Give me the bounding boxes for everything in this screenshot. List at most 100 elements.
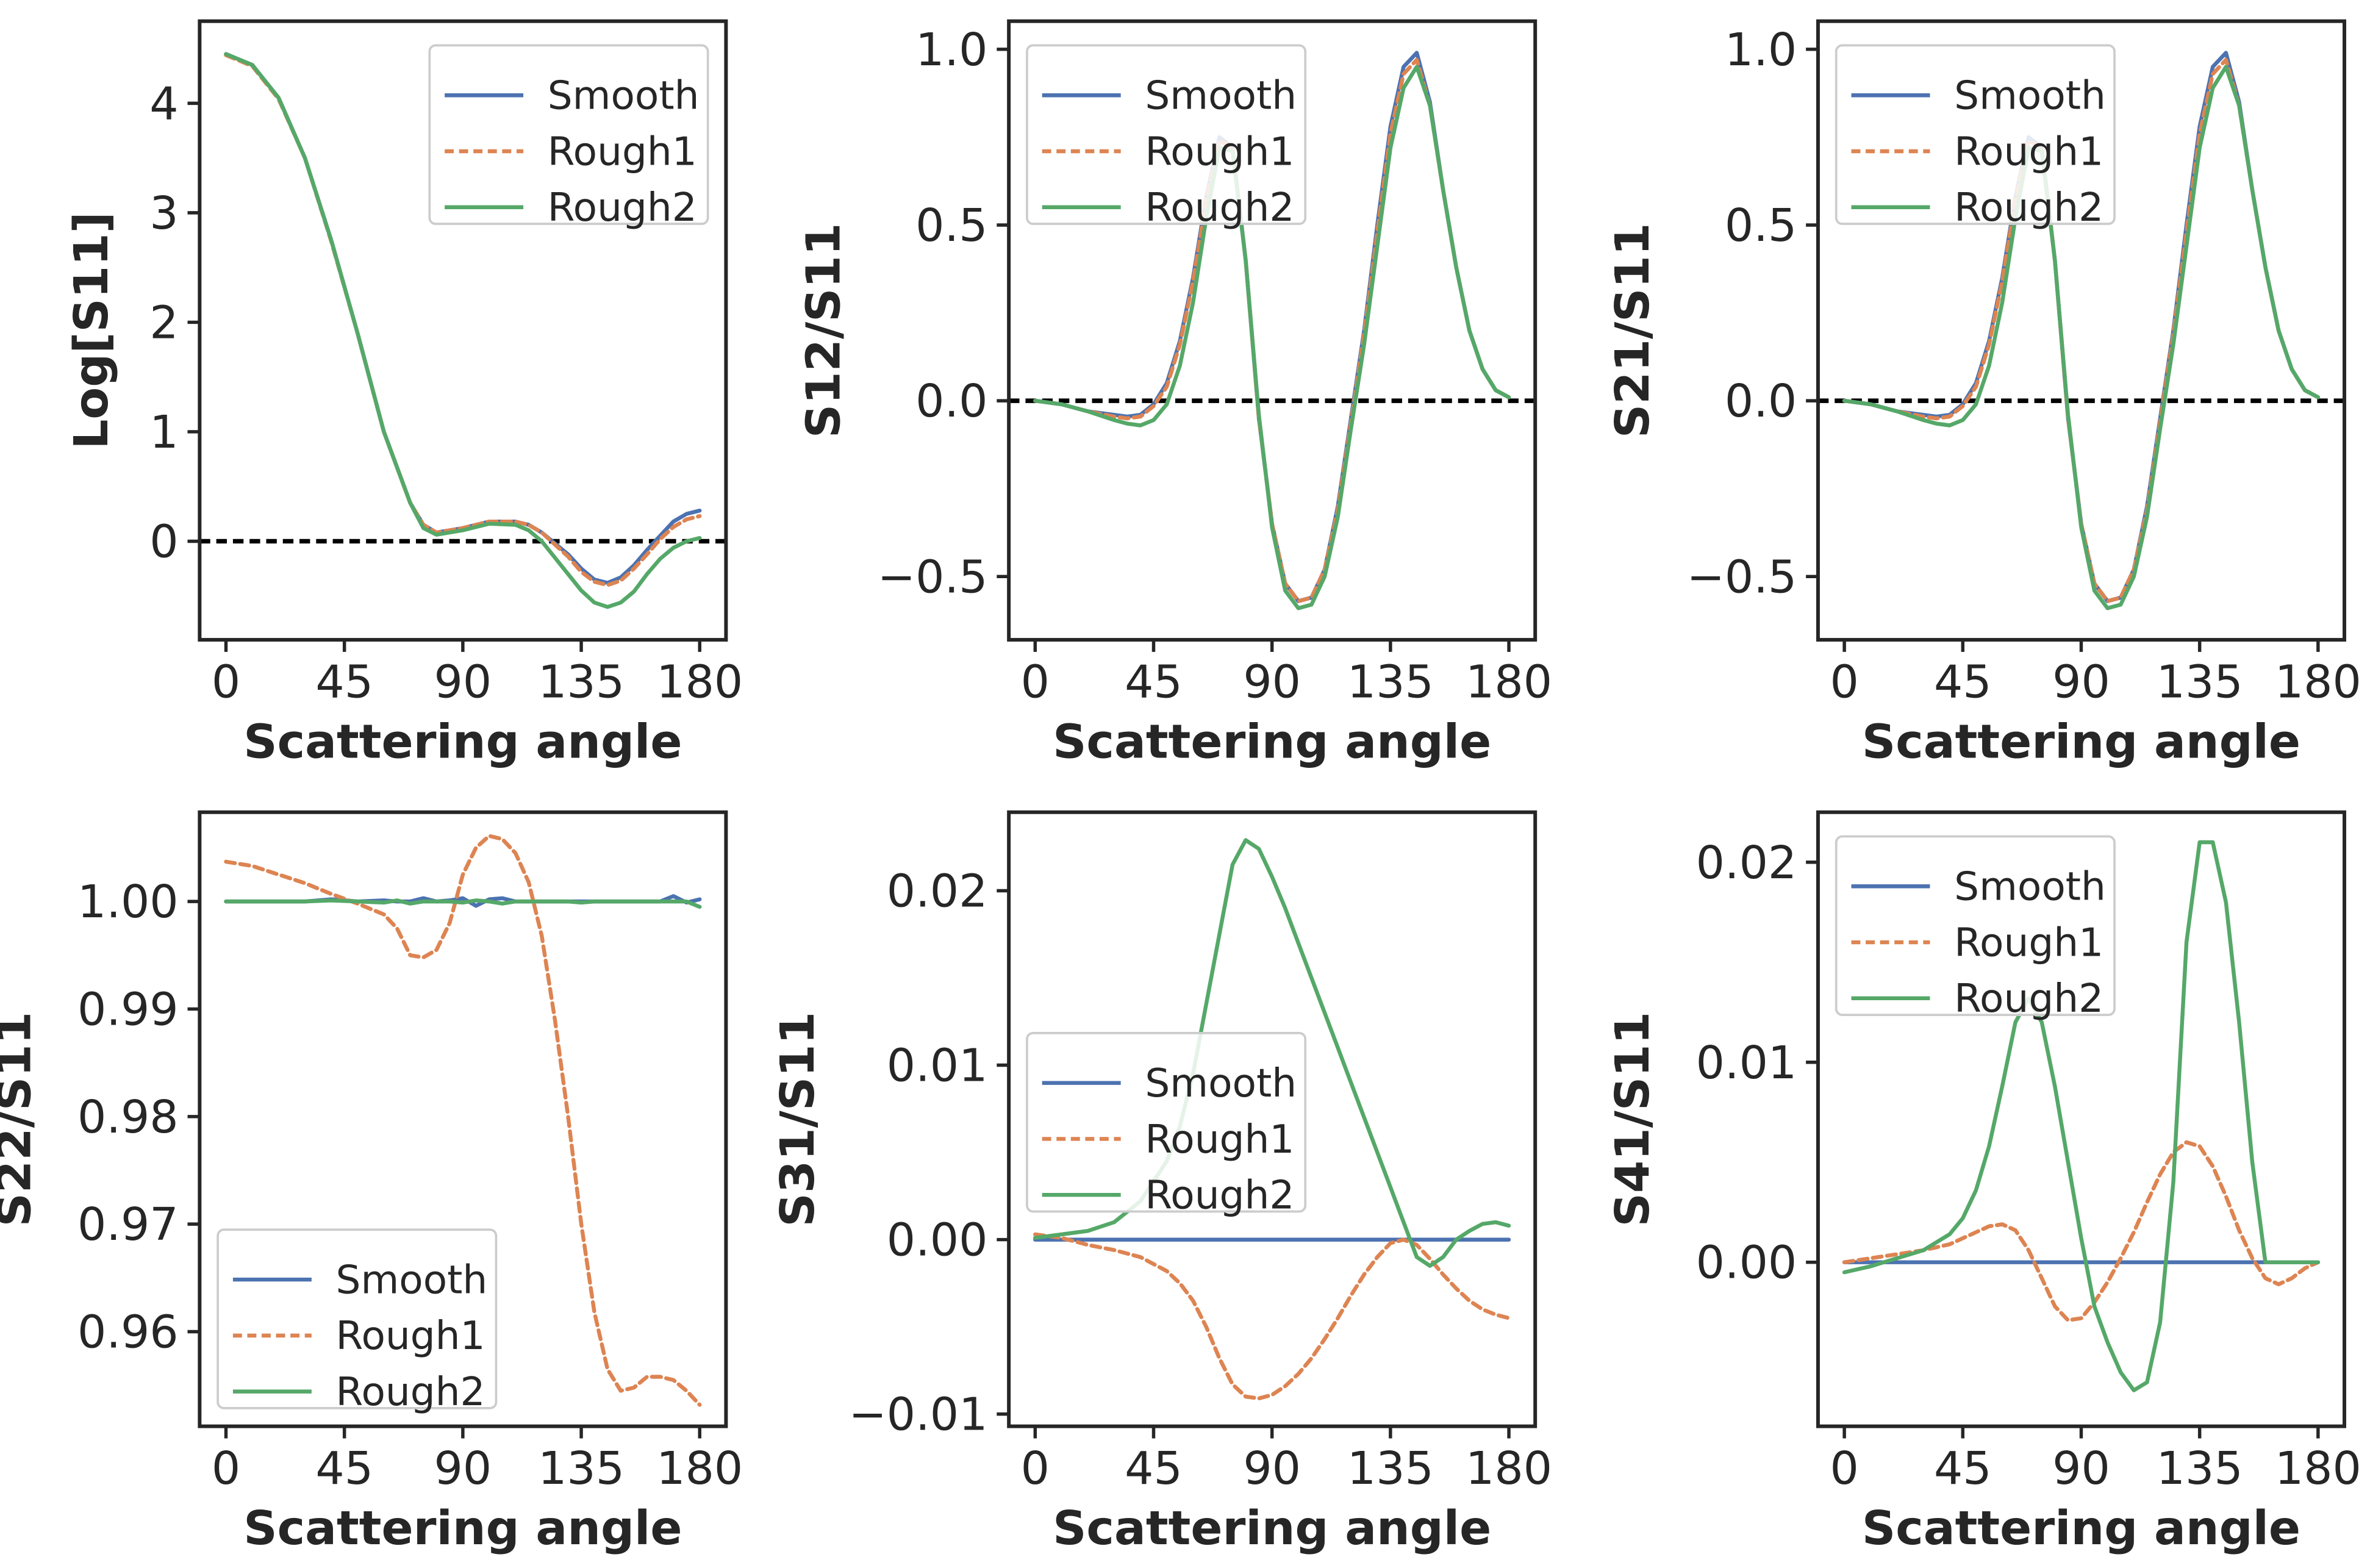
x-tick-label: 45 (315, 1442, 373, 1495)
y-tick-label: −0.5 (878, 550, 988, 603)
y-tick-label: 0 (149, 515, 178, 568)
x-axis-label: Scattering angle (1862, 715, 2300, 769)
series-group (1842, 51, 2321, 610)
legend-label-rough1: Rough1 (548, 129, 697, 174)
series-line-rough2 (224, 898, 702, 909)
x-tick-label: 0 (212, 655, 240, 708)
x-tick-label: 45 (1125, 1442, 1183, 1495)
legend: Smooth Rough1 Rough2 (428, 44, 709, 231)
y-axis-label: Log[S11] (65, 212, 119, 449)
x-axis-label: Scattering angle (243, 1502, 682, 1556)
legend-label-smooth: Smooth (336, 1257, 488, 1303)
series-line-rough1 (1033, 1232, 1511, 1401)
panel-2: 0 45 90 135 180 −0.5 0.0 0.5 1.0 Scattering angle… (797, 19, 1552, 769)
legend-label-rough1: Rough1 (1145, 1117, 1294, 1162)
x-tick-label: 45 (1934, 1442, 1992, 1495)
x-axis-label: Scattering angle (243, 715, 682, 769)
x-tick-label: 90 (1243, 1442, 1301, 1495)
y-tick-label: 3 (149, 187, 178, 240)
x-tick-label: 180 (2275, 655, 2361, 708)
y-tick-label: 0.96 (77, 1306, 179, 1359)
x-tick-label: 90 (1243, 655, 1301, 708)
y-tick-label: −0.01 (848, 1388, 987, 1441)
y-tick-label: 0.0 (915, 374, 987, 428)
x-tick-label: 90 (434, 1442, 492, 1495)
series-line-rough1 (1842, 1140, 2321, 1323)
x-tick-label: 135 (538, 655, 625, 708)
legend-label-smooth: Smooth (1145, 73, 1297, 119)
y-tick-label: 0.98 (77, 1090, 179, 1144)
panel-3: 0 45 90 135 180 −0.5 0.0 0.5 1.0 Scattering angle… (1606, 19, 2361, 769)
x-tick-label: 135 (1347, 1442, 1434, 1495)
legend-label-rough2: Rough2 (1145, 1173, 1294, 1219)
x-tick-label: 45 (315, 655, 373, 708)
x-tick-label: 45 (1125, 655, 1183, 708)
x-tick-label: 180 (1466, 655, 1552, 708)
y-tick-label: 0.5 (1725, 199, 1797, 252)
legend-box (428, 44, 709, 225)
y-axis-label: S31/S11 (771, 1012, 825, 1227)
legend-label-smooth: Smooth (548, 73, 700, 119)
x-tick-label: 135 (2157, 1442, 2243, 1495)
y-axis-label: S41/S11 (1606, 1012, 1660, 1227)
x-tick-label: 180 (1466, 1442, 1552, 1495)
legend-box (1835, 835, 2116, 1016)
legend: Smooth Rough1 Rough2 (1835, 44, 2116, 231)
x-axis-label: Scattering angle (1053, 1502, 1491, 1556)
series-line-rough1 (224, 53, 702, 587)
series-line-rough2 (1842, 65, 2321, 610)
y-axis-label: S12/S11 (797, 223, 851, 439)
legend: Smooth Rough1 Rough2 (1026, 1031, 1307, 1219)
panel-1: 0 45 90 135 180 0 1 2 3 4 Scattering angle Log[S11]… (65, 19, 743, 769)
legend-label-smooth: Smooth (1954, 864, 2106, 910)
y-tick-label: 0.01 (1696, 1036, 1797, 1089)
y-tick-label: 0.02 (1696, 836, 1797, 889)
series-line-rough2 (1033, 65, 1511, 610)
x-tick-label: 90 (434, 655, 492, 708)
panel-5: 0 45 90 135 180 −0.01 0.00 0.01 0.02 Scattering a… (771, 810, 1552, 1556)
legend-box (1026, 1031, 1307, 1213)
x-tick-label: 90 (2052, 655, 2110, 708)
y-tick-label: −0.5 (1687, 550, 1797, 603)
x-tick-label: 0 (1021, 655, 1050, 708)
panel-4: 0 45 90 135 180 0.96 0.97 0.98 0.99 1.00 Scatterin… (0, 810, 743, 1556)
x-tick-label: 180 (656, 1442, 743, 1495)
y-tick-label: 0.00 (1696, 1236, 1797, 1289)
y-axis-label: S21/S11 (1606, 223, 1660, 439)
x-tick-label: 135 (2157, 655, 2243, 708)
series-line-rough2 (224, 52, 702, 609)
legend-label-rough1: Rough1 (336, 1313, 485, 1359)
x-tick-label: 0 (1830, 1442, 1858, 1495)
y-tick-label: 0.97 (77, 1198, 179, 1251)
legend-label-smooth: Smooth (1145, 1061, 1297, 1106)
series-group (1033, 51, 1511, 610)
legend-label-rough1: Rough1 (1954, 920, 2103, 965)
legend: Smooth Rough1 Rough2 (1835, 835, 2116, 1022)
series-line-rough2 (1842, 840, 2321, 1392)
series-group (1842, 840, 2321, 1392)
y-tick-label: 1.00 (77, 875, 179, 928)
legend-label-rough2: Rough2 (548, 185, 697, 231)
legend: Smooth Rough1 Rough2 (217, 1228, 498, 1415)
legend-box (1835, 44, 2116, 225)
legend: Smooth Rough1 Rough2 (1026, 44, 1307, 231)
legend-label-rough2: Rough2 (336, 1369, 485, 1415)
y-tick-label: 0.0 (1725, 374, 1797, 428)
y-tick-label: 1 (149, 406, 178, 459)
legend-label-rough1: Rough1 (1145, 129, 1294, 174)
panel-6: 0 45 90 135 180 0.00 0.01 0.02 Scattering angle S… (1606, 810, 2361, 1556)
x-tick-label: 45 (1934, 655, 1992, 708)
x-tick-label: 180 (2275, 1442, 2361, 1495)
legend-label-rough2: Rough2 (1954, 976, 2103, 1022)
y-tick-label: 1.0 (915, 23, 987, 76)
x-tick-label: 90 (2052, 1442, 2110, 1495)
y-tick-label: 2 (149, 296, 178, 349)
legend-label-rough2: Rough2 (1145, 185, 1294, 231)
y-tick-label: 0.5 (915, 199, 987, 252)
legend-label-smooth: Smooth (1954, 73, 2106, 119)
series-group (224, 52, 702, 609)
x-tick-label: 0 (212, 1442, 240, 1495)
legend-label-rough1: Rough1 (1954, 129, 2103, 174)
y-tick-label: 0.00 (887, 1214, 988, 1267)
x-tick-label: 135 (538, 1442, 625, 1495)
